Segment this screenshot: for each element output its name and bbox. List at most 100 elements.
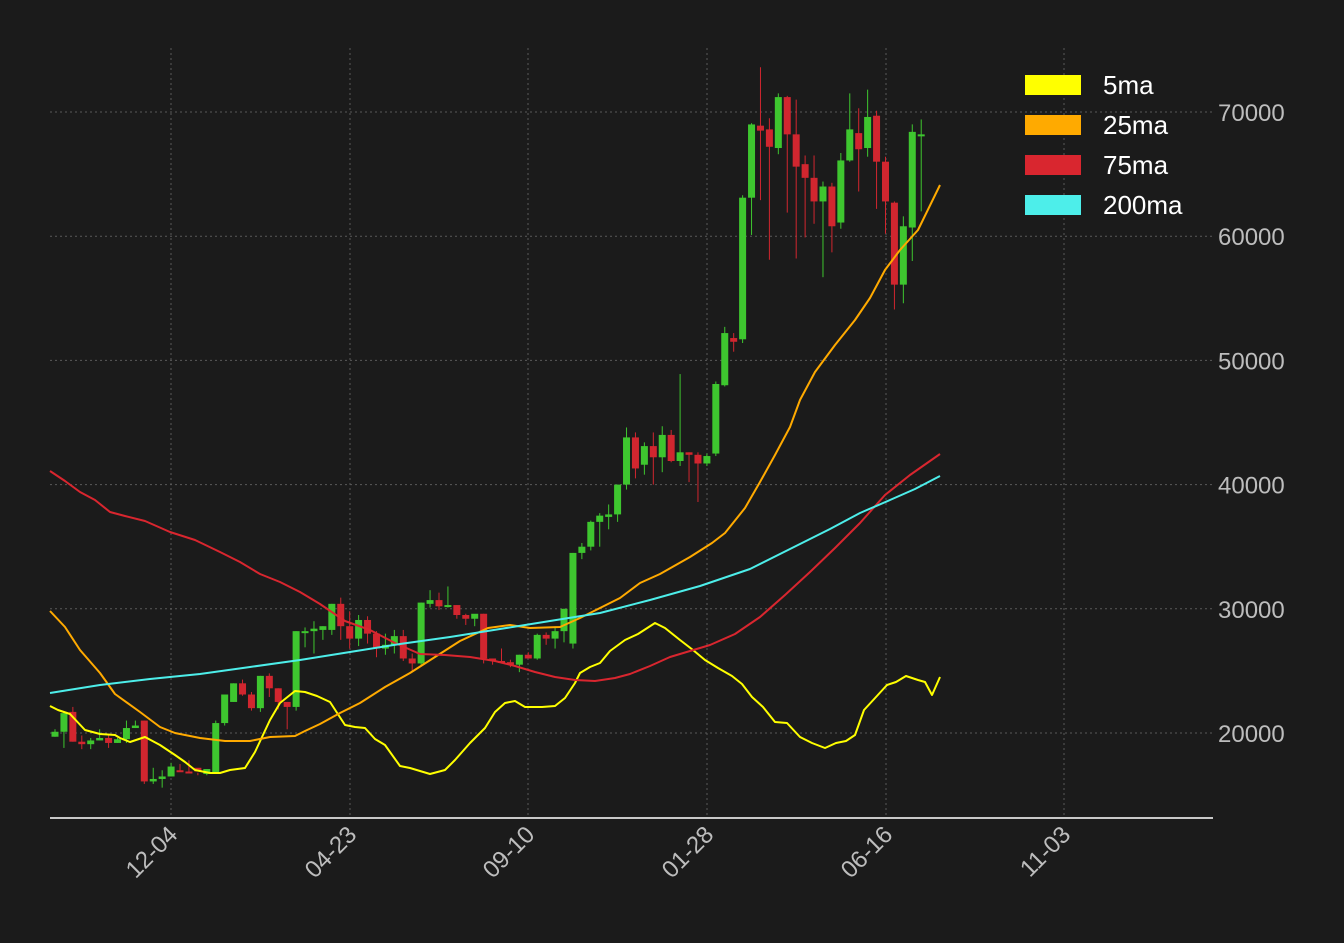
candle-body <box>551 631 559 639</box>
candle-body <box>605 514 613 517</box>
candle-body <box>105 737 113 743</box>
candle-body <box>444 605 452 608</box>
candle-body <box>221 694 229 724</box>
candle-body <box>408 658 416 664</box>
candle-body <box>730 338 738 342</box>
candle-body <box>890 202 898 285</box>
candle-body <box>364 619 372 634</box>
candle-body <box>122 728 130 740</box>
candle-body <box>301 631 309 634</box>
legend-label-5ma: 5ma <box>1103 70 1154 100</box>
legend: 5ma 25ma 75ma 200ma <box>1025 70 1183 220</box>
candle-body <box>390 636 398 645</box>
moving-average-lines <box>49 184 941 775</box>
candle-body <box>899 226 907 285</box>
candle-body <box>471 613 479 619</box>
y-tick-label: 30000 <box>1218 597 1285 624</box>
candle-body <box>578 546 586 553</box>
candle-body <box>51 731 59 737</box>
candle-body <box>694 454 702 464</box>
candle-body <box>158 776 166 779</box>
legend-label-25ma: 25ma <box>1103 110 1169 140</box>
candle-body <box>569 552 577 644</box>
candle-body <box>149 778 157 782</box>
candle-body <box>640 446 648 465</box>
candle-body <box>78 741 86 745</box>
candle-body <box>881 161 889 202</box>
candle-body <box>480 613 488 659</box>
candle-body <box>765 129 773 147</box>
candle-body <box>274 688 282 702</box>
legend-swatch-200ma <box>1025 195 1081 215</box>
y-tick-label: 60000 <box>1218 224 1285 251</box>
candle-body <box>176 770 184 773</box>
y-tick-label: 50000 <box>1218 348 1285 375</box>
candle-body <box>828 186 836 227</box>
candle-body <box>917 134 925 137</box>
candle-body <box>658 434 666 458</box>
candle-body <box>319 626 327 630</box>
candle-body <box>256 675 264 709</box>
candle-body <box>614 484 622 515</box>
candle-body <box>247 694 255 709</box>
y-tick-label: 40000 <box>1218 473 1285 500</box>
candle-body <box>239 683 247 695</box>
candle-body <box>801 164 809 178</box>
candle-body <box>587 521 595 547</box>
candle-body <box>265 675 273 689</box>
candle-body <box>721 333 729 386</box>
candle-body <box>908 131 916 228</box>
candle-body <box>774 97 782 149</box>
candle-body <box>756 125 764 131</box>
candle-body <box>337 603 345 627</box>
legend-swatch-25ma <box>1025 115 1081 135</box>
candle-body <box>792 134 800 167</box>
candle-body <box>712 383 720 454</box>
candle-body <box>524 654 532 659</box>
candle-body <box>140 720 148 782</box>
y-tick-label: 20000 <box>1218 721 1285 748</box>
candle-body <box>114 739 122 743</box>
ma-line-5ma <box>49 622 941 775</box>
candle-body <box>506 662 514 665</box>
candle-body <box>372 633 380 649</box>
candle-body <box>873 115 881 162</box>
candle-body <box>462 615 470 619</box>
legend-label-75ma: 75ma <box>1103 150 1169 180</box>
candle-body <box>739 197 747 340</box>
candle-body <box>346 626 354 639</box>
candle-body <box>283 701 291 707</box>
candle-body <box>783 97 791 135</box>
legend-swatch-75ma <box>1025 155 1081 175</box>
candle-body <box>810 177 818 202</box>
candle-body <box>703 456 711 464</box>
candle-body <box>185 771 193 774</box>
candle-body <box>131 725 139 729</box>
candle-body <box>542 634 550 639</box>
candle-body <box>676 452 684 462</box>
candle-body <box>667 434 675 462</box>
candle-body <box>96 737 104 741</box>
candle-body <box>623 437 631 485</box>
ma-line-200ma <box>49 475 941 694</box>
candle-body <box>596 515 604 522</box>
legend-swatch-5ma <box>1025 75 1081 95</box>
candle-body <box>69 711 77 742</box>
candle-body <box>426 600 434 604</box>
candle-body <box>649 446 657 458</box>
candle-body <box>837 160 845 223</box>
candle-body <box>60 713 68 732</box>
candle-body <box>87 740 95 745</box>
candle-body <box>855 133 863 150</box>
y-tick-label: 70000 <box>1218 100 1285 127</box>
candle-body <box>212 723 220 773</box>
candle-body <box>453 605 461 616</box>
candle-body <box>167 766 175 777</box>
candle-body <box>230 683 238 702</box>
candle-body <box>685 452 693 455</box>
candle-body <box>417 602 425 664</box>
candle-body <box>310 628 318 632</box>
ma-line-75ma <box>49 453 941 682</box>
